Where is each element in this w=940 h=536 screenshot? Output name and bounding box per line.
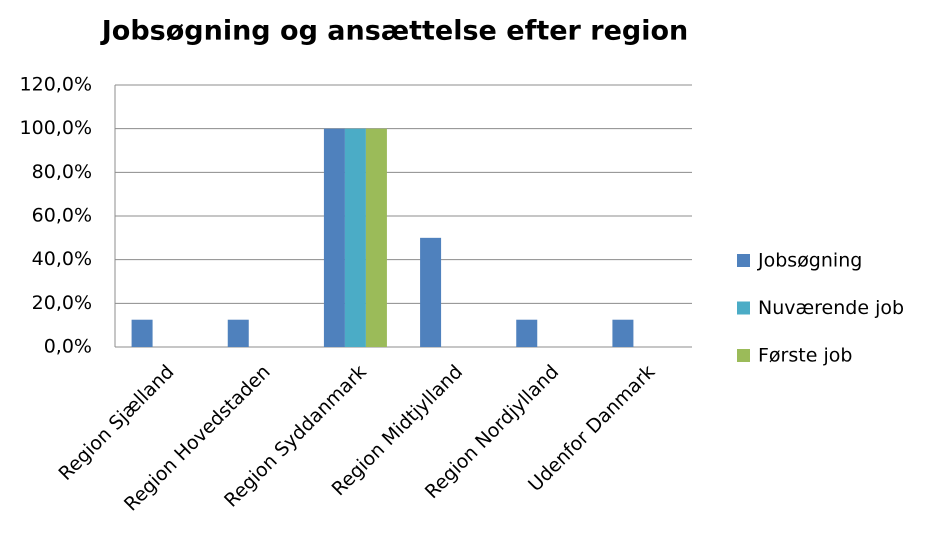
bar	[420, 237, 442, 347]
bar	[227, 319, 249, 347]
legend-label: Jobsøgning	[757, 250, 862, 272]
bar	[344, 128, 366, 347]
bar	[516, 319, 538, 347]
legend-label: Første job	[758, 345, 852, 367]
y-tick-label: 40,0%	[32, 248, 92, 270]
chart-title: Jobsøgning og ansættelse efter region	[100, 16, 689, 47]
y-tick-label: 0,0%	[44, 336, 92, 358]
legend-swatch	[737, 301, 750, 315]
bar	[365, 128, 387, 347]
legend-swatch	[737, 254, 750, 267]
legend-label: Nuværende job	[758, 297, 904, 319]
bar	[323, 128, 345, 347]
y-tick-label: 120,0%	[20, 74, 92, 96]
y-tick-label: 60,0%	[32, 205, 92, 227]
y-tick-label: 80,0%	[32, 161, 92, 183]
legend-swatch	[737, 349, 750, 362]
bar	[131, 319, 153, 347]
bar	[612, 319, 634, 347]
y-tick-label: 100,0%	[20, 117, 92, 139]
y-tick-label: 20,0%	[32, 292, 92, 314]
